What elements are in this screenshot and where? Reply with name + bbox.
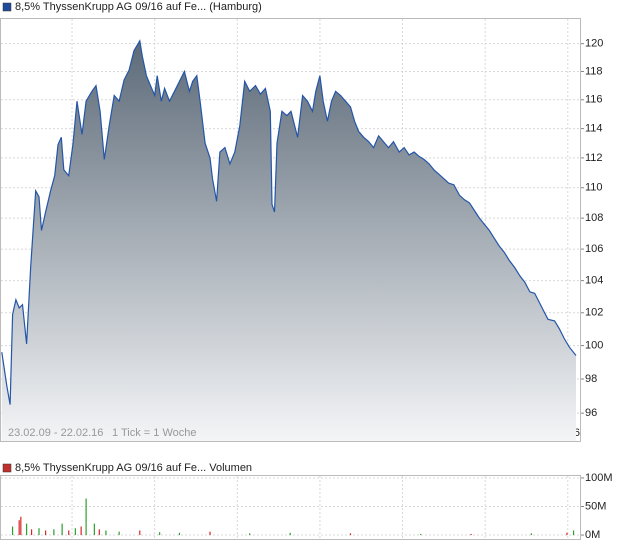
volume-bar — [98, 529, 100, 536]
volume-bar — [20, 516, 22, 536]
y-tick-label: 112 — [585, 152, 603, 164]
volume-bar — [93, 523, 95, 536]
volume-bar — [11, 526, 14, 536]
volume-bar — [566, 532, 568, 536]
volume-bar — [26, 523, 28, 536]
legend-swatch — [2, 463, 12, 473]
volume-bar — [53, 529, 55, 536]
volume-bar — [572, 530, 575, 536]
volume-bar — [139, 530, 141, 536]
volume-bar — [80, 526, 82, 536]
price-line — [1, 39, 577, 405]
volume-bar — [61, 523, 63, 536]
volume-bar — [209, 531, 211, 536]
y-tick-label: 110 — [585, 182, 603, 194]
volume-bar — [68, 530, 70, 536]
volume-bar — [38, 528, 40, 536]
volume-bar — [289, 532, 291, 536]
volume-bar — [178, 532, 181, 536]
legend-swatch — [2, 2, 12, 12]
legend-label: 8,5% ThyssenKrupp AG 09/16 auf Fe... (Ha… — [15, 1, 262, 13]
volume-bar — [105, 530, 107, 536]
annotation: 23.02.09 - 22.02.16 — [8, 427, 103, 439]
y-tick-label: 116 — [585, 94, 603, 106]
y-tick-label: 100 — [585, 339, 603, 351]
volume-bar — [249, 533, 251, 536]
volume-bar — [45, 530, 47, 536]
volume-bar — [420, 533, 422, 536]
volume-bar — [30, 529, 33, 536]
y-tick-label: 108 — [585, 212, 603, 224]
plot-frame — [0, 18, 581, 442]
price-area — [1, 40, 577, 442]
y-tick-label: 50M — [585, 500, 606, 512]
legend-label: 8,5% ThyssenKrupp AG 09/16 auf Fe... Vol… — [15, 462, 252, 474]
volume-bar — [470, 533, 472, 536]
y-tick-label: 120 — [585, 38, 603, 50]
volume-bar — [349, 533, 352, 536]
volume-bar — [159, 532, 161, 536]
y-tick-label: 0M — [585, 529, 600, 541]
volume-bar — [530, 533, 533, 536]
annotation: 1 Tick = 1 Woche — [112, 427, 196, 439]
plot-frame — [0, 475, 581, 540]
volume-bar — [74, 528, 76, 536]
y-tick-label: 118 — [585, 65, 603, 77]
y-tick-label: 106 — [585, 243, 603, 255]
y-tick-label: 114 — [585, 122, 603, 134]
y-tick-label: 104 — [585, 275, 603, 287]
y-tick-label: 96 — [585, 407, 597, 419]
volume-bar — [118, 531, 120, 536]
volume-bar — [85, 498, 87, 536]
y-tick-label: 98 — [585, 373, 597, 385]
volume-bar — [18, 520, 20, 536]
y-tick-label: 102 — [585, 307, 603, 319]
y-tick-label: 100M — [585, 472, 613, 484]
